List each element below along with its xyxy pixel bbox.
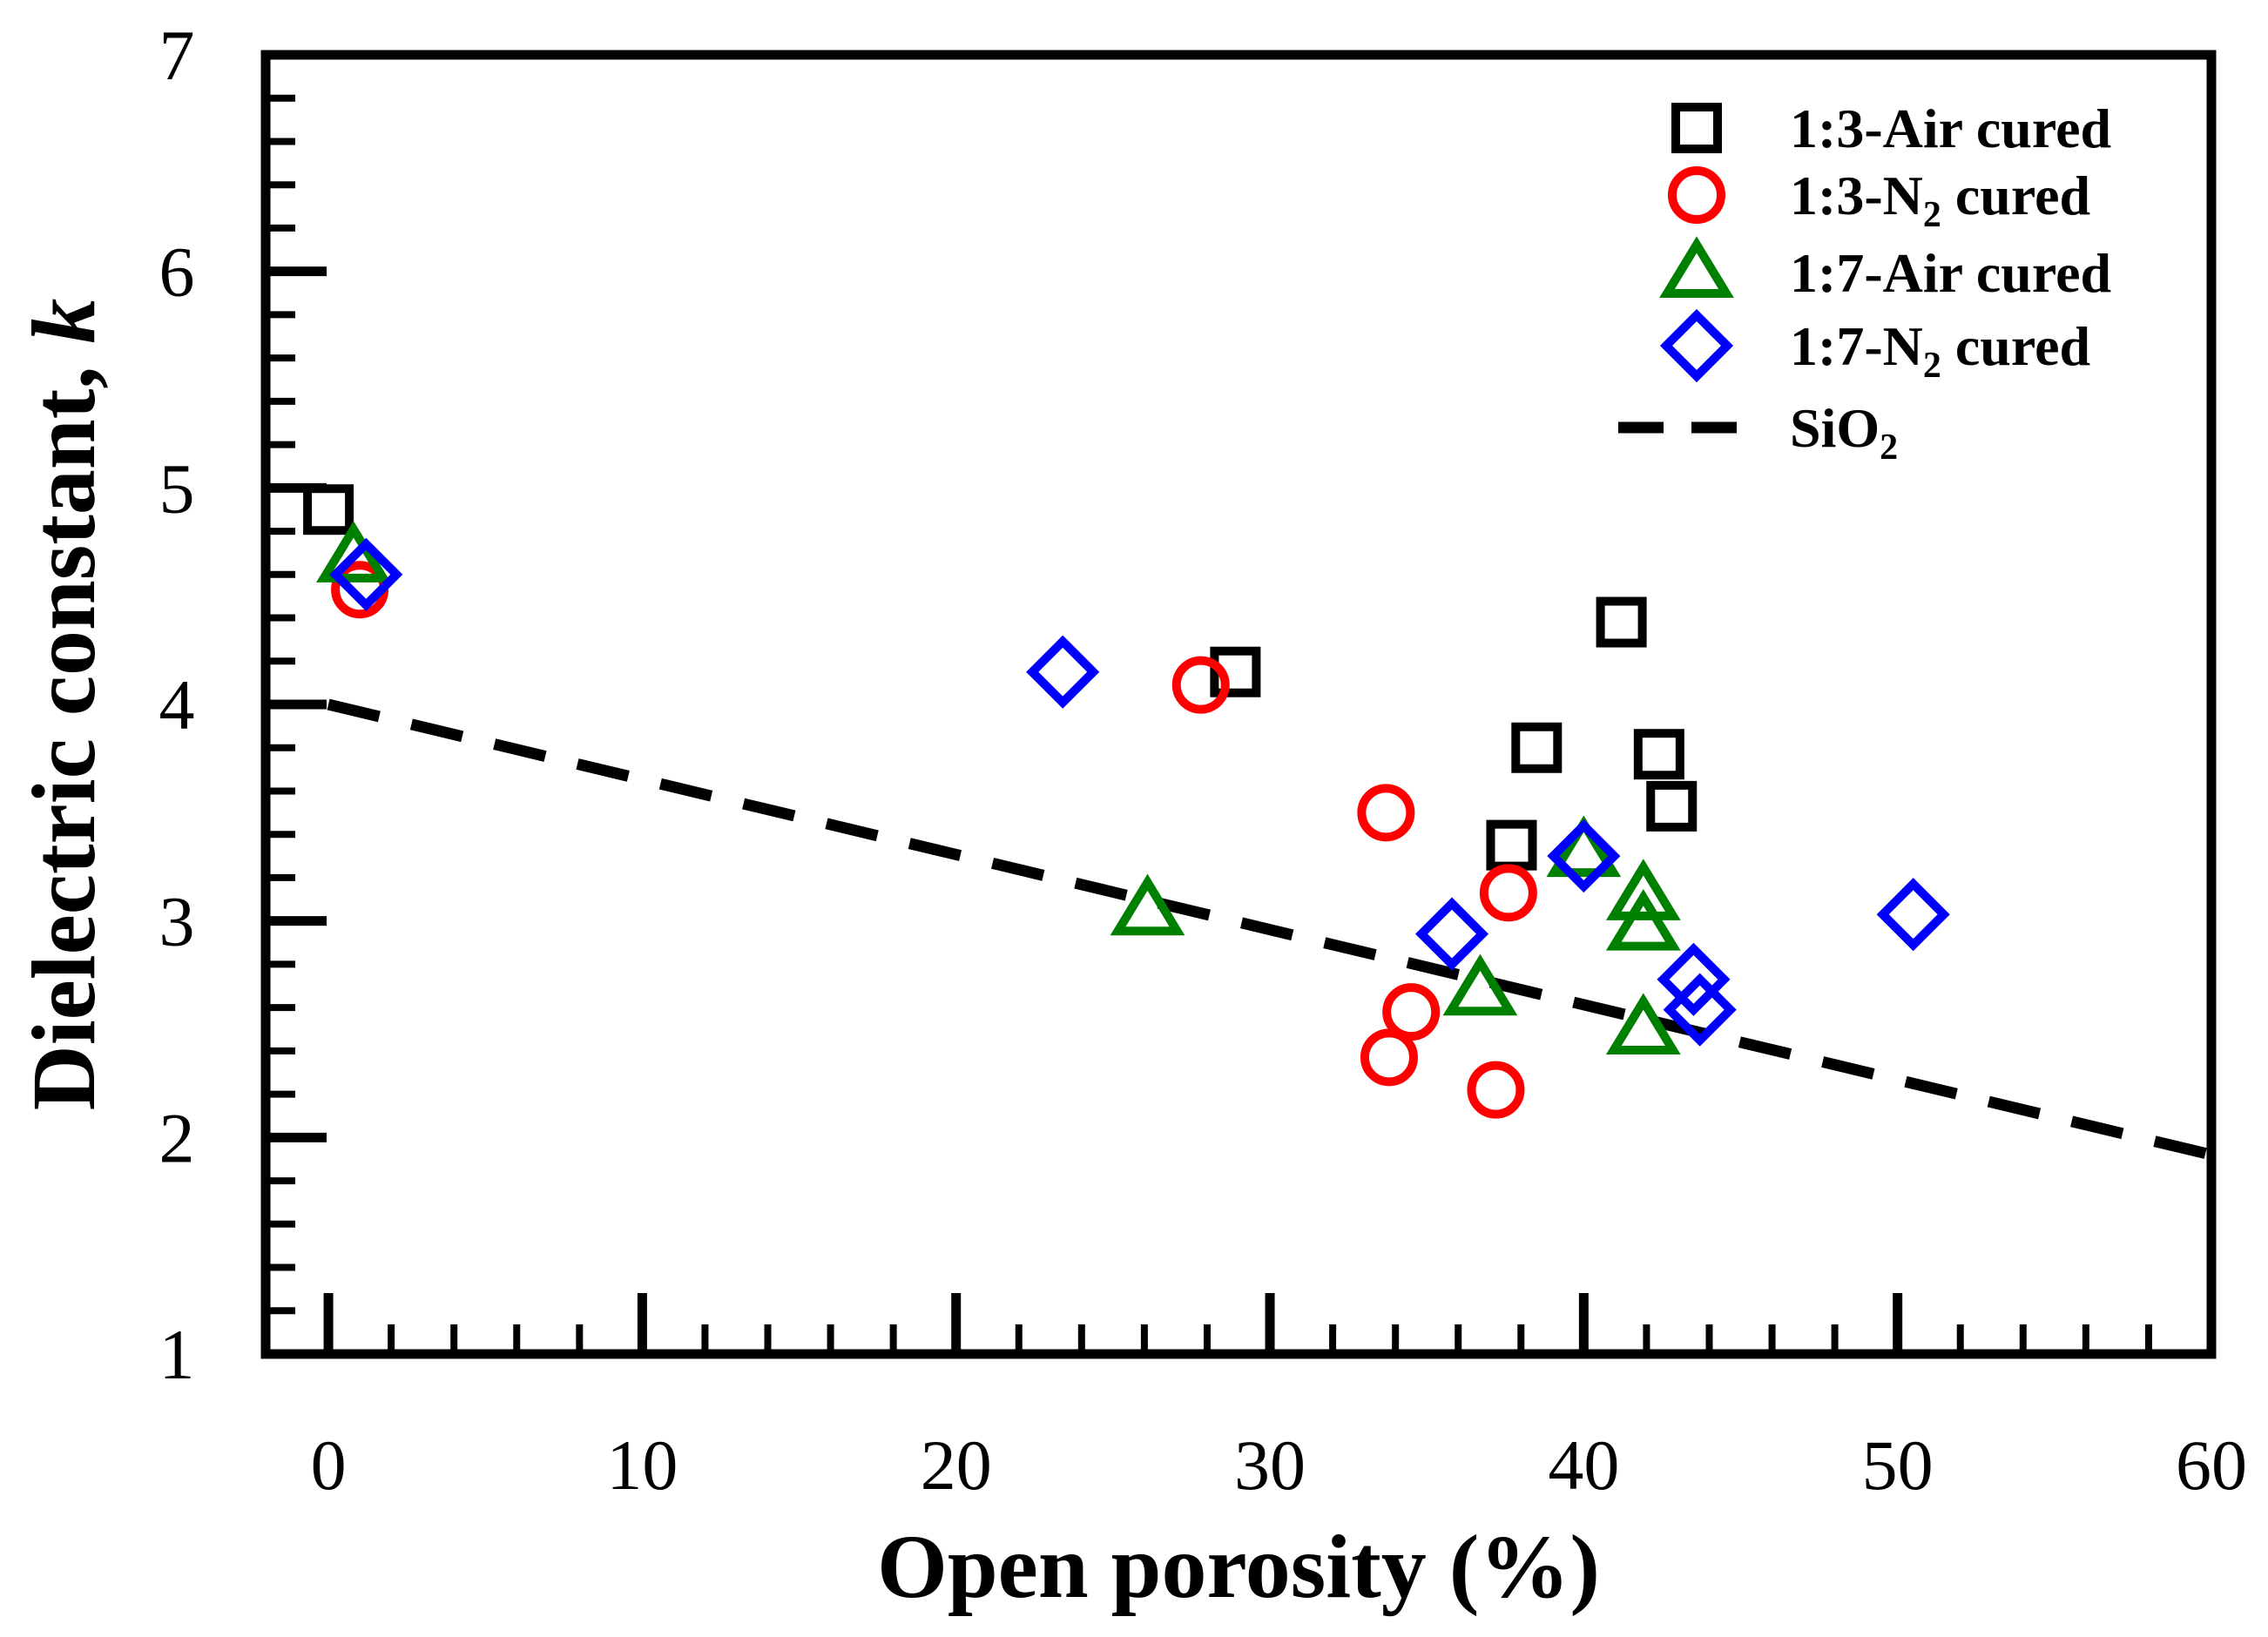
data-point [1210,646,1261,697]
series-1-3-n2-cured [331,561,1537,1119]
legend-marker [1659,308,1734,383]
y-tick-label: 3 [159,882,195,961]
axis-tick-labels: 0 10 20 30 40 50 60 1 2 3 4 5 6 7 [159,16,2248,1505]
data-point [1605,859,1681,920]
legend-label-suffix: cured [1941,165,2090,226]
legend-label-text: 1:7-Air cured [1790,242,2111,304]
legend-label: SiO2 [1790,397,1898,468]
legend-label-text: 1:7-N [1790,315,1923,377]
x-tick-label: 40 [1548,1425,1619,1505]
x-axis-title: Open porosity (%) [877,1517,1600,1617]
legend-label: 1:3-N2 cured [1790,165,2090,235]
data-point [1511,722,1563,773]
series-1-7-air-cured [316,521,1681,1054]
legend-label-text: 1:3-Air cured [1790,98,2111,159]
legend-marker [1668,166,1725,224]
x-tick-label: 20 [921,1425,992,1505]
data-point [1360,1028,1418,1087]
legend-marker [1671,103,1722,153]
y-axis-title-text: Dielectric constant, [14,344,114,1111]
series-1-7-n2-cured [329,537,1950,1047]
data-point [1442,953,1518,1016]
data-point [303,484,354,536]
data-point [316,521,391,583]
data-point [1547,818,1621,893]
legend-label-subscript: 2 [1880,428,1898,468]
x-tick-label: 60 [2176,1425,2247,1505]
legend-label: 1:3-Air cured [1790,98,2111,159]
x-tick-label: 30 [1234,1425,1306,1505]
data-point [1605,993,1681,1054]
data-point [1876,878,1950,952]
legend-label-subscript: 2 [1923,346,1941,386]
x-tick-label: 50 [1862,1425,1934,1505]
y-tick-label: 2 [159,1098,195,1177]
data-point [1467,1061,1525,1119]
series-1-3-air-cured [303,484,1698,871]
y-tick-label: 7 [159,16,195,95]
data-point [1357,784,1415,842]
legend-marker [1659,236,1734,298]
y-axis-title-k: k [14,299,114,344]
legend-label: 1:7-Air cured [1790,242,2111,304]
y-tick-label: 4 [159,665,195,744]
y-tick-label: 5 [159,448,195,528]
data-point [1605,889,1681,951]
data-point [1414,897,1489,971]
data-point [1382,983,1441,1041]
axis-ticks [266,94,2152,1354]
data-point [1596,596,1647,648]
data-point [1657,942,1731,1016]
sio2-reference-line [327,698,2213,1161]
data-series [303,484,2213,1161]
x-tick-label: 10 [606,1425,678,1505]
legend-label-suffix: cured [1941,315,2090,377]
y-tick-label: 1 [159,1315,195,1394]
x-tick-label: 0 [311,1425,347,1505]
data-point [1479,864,1537,922]
data-point [1110,873,1185,936]
data-point [329,537,403,611]
y-tick-label: 6 [159,232,195,312]
plot-frame [260,50,2217,1359]
data-point [1026,635,1100,709]
legend-label-text: SiO [1790,397,1880,459]
y-axis-title: Dielectric constant, k [14,299,114,1111]
data-point [1171,656,1230,714]
legend-label: 1:7-N2 cured [1790,315,2090,386]
legend-label-subscript: 2 [1923,195,1941,235]
data-point [1546,815,1622,878]
data-point [1663,973,1737,1047]
data-point [1486,819,1537,871]
data-point [1646,780,1698,832]
legend-label-text: 1:3-N [1790,165,1923,226]
data-point [1633,729,1684,780]
